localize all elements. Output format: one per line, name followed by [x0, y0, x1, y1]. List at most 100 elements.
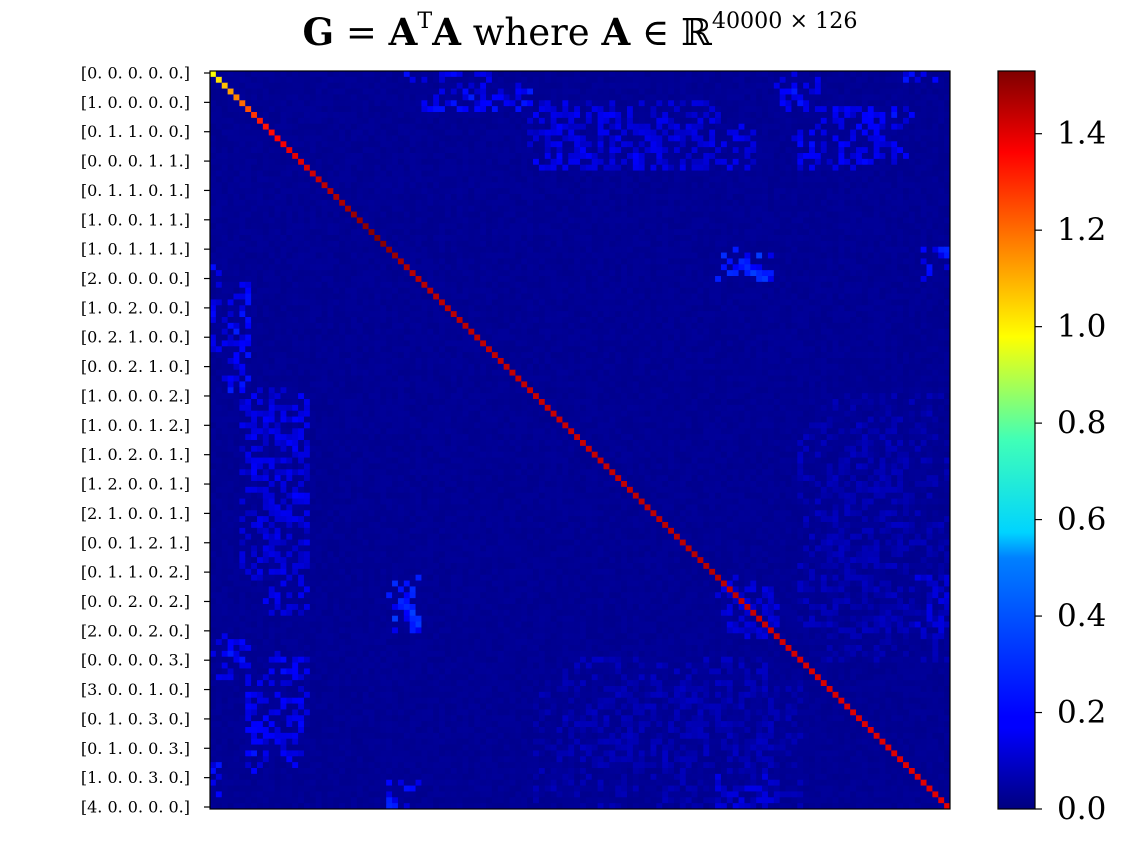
heatmap-cell — [462, 229, 469, 236]
heatmap-cell — [274, 217, 281, 224]
heatmap-cell — [738, 94, 745, 101]
heatmap-cell — [715, 199, 722, 207]
heatmap-cell — [362, 270, 370, 277]
heatmap-cell — [462, 164, 469, 172]
heatmap-cell — [650, 170, 657, 177]
heatmap-cell — [861, 164, 869, 172]
heatmap-cell — [562, 164, 569, 172]
heatmap-cell — [803, 211, 810, 218]
heatmap-cell — [239, 287, 246, 295]
heatmap-cell — [685, 229, 693, 236]
heatmap-cell — [844, 76, 851, 84]
heatmap-cell — [920, 229, 927, 236]
heatmap-cell — [233, 82, 240, 90]
heatmap-cell — [832, 158, 839, 166]
heatmap-cell — [415, 264, 422, 271]
heatmap-cell — [538, 264, 546, 271]
heatmap-cell — [803, 176, 810, 183]
heatmap-cell — [562, 205, 569, 213]
heatmap-cell — [450, 199, 458, 207]
heatmap-cell — [210, 276, 217, 283]
heatmap-cell — [897, 240, 904, 248]
heatmap-cell — [568, 211, 575, 218]
heatmap-cell — [679, 135, 687, 142]
heatmap-cell — [844, 82, 851, 90]
heatmap-cell — [720, 188, 728, 195]
heatmap-cell — [703, 246, 710, 254]
heatmap-cell — [292, 112, 299, 119]
heatmap-cell — [662, 76, 669, 84]
heatmap-cell — [867, 211, 875, 218]
heatmap-cell — [221, 287, 229, 295]
heatmap-cell — [262, 153, 270, 160]
heatmap-cell — [486, 299, 493, 306]
heatmap-cell — [803, 182, 810, 189]
heatmap-cell — [280, 199, 287, 207]
heatmap-cell — [327, 194, 334, 201]
heatmap-cell — [703, 100, 710, 107]
heatmap-cell — [809, 88, 816, 95]
heatmap-cell — [239, 194, 246, 201]
heatmap-cell — [650, 129, 657, 136]
heatmap-cell — [703, 82, 710, 90]
heatmap-cell — [409, 211, 417, 218]
heatmap-cell — [944, 158, 951, 166]
heatmap-cell — [356, 299, 364, 306]
heatmap-cell — [580, 240, 587, 248]
heatmap-cell — [556, 170, 563, 177]
heatmap-cell — [697, 258, 704, 265]
heatmap-cell — [380, 141, 387, 148]
heatmap-cell — [562, 199, 569, 207]
heatmap-cell — [938, 293, 945, 300]
heatmap-cell — [785, 106, 792, 113]
heatmap-cell — [268, 129, 276, 136]
heatmap-cell — [803, 264, 810, 271]
heatmap-cell — [797, 287, 804, 295]
heatmap-cell — [867, 223, 875, 230]
heatmap-cell — [632, 82, 640, 90]
heatmap-cell — [315, 217, 323, 224]
heatmap-cell — [580, 194, 587, 201]
heatmap-cell — [327, 141, 334, 148]
heatmap-cell — [844, 246, 851, 254]
heatmap-cell — [474, 117, 481, 125]
heatmap-cell — [850, 229, 857, 236]
heatmap-cell — [292, 170, 299, 177]
heatmap-cell — [386, 182, 393, 189]
heatmap-cell — [239, 217, 246, 224]
heatmap-cell — [409, 158, 417, 166]
heatmap-cell — [773, 223, 781, 230]
heatmap-cell — [350, 188, 358, 195]
heatmap-cell — [814, 100, 822, 107]
heatmap-cell — [292, 229, 299, 236]
heatmap-cell — [773, 94, 781, 101]
heatmap-cell — [709, 188, 716, 195]
heatmap-cell — [327, 211, 334, 218]
heatmap-cell — [298, 117, 305, 125]
heatmap-cell — [879, 76, 886, 84]
heatmap-cell — [650, 223, 657, 230]
heatmap-cell — [374, 88, 381, 95]
heatmap-cell — [850, 76, 857, 84]
heatmap-cell — [715, 293, 722, 300]
heatmap-cell — [403, 194, 411, 201]
heatmap-cell — [374, 188, 381, 195]
heatmap-cell — [885, 94, 892, 101]
heatmap-cell — [709, 141, 716, 148]
heatmap-cell — [621, 194, 628, 201]
heatmap-cell — [597, 205, 604, 213]
heatmap-cell — [726, 100, 734, 107]
heatmap-cell — [468, 106, 475, 113]
heatmap-cell — [632, 252, 640, 259]
heatmap-cell — [638, 276, 646, 283]
heatmap-cell — [345, 141, 352, 148]
heatmap-cell — [920, 188, 927, 195]
heatmap-cell — [785, 270, 792, 277]
heatmap-cell — [885, 123, 892, 131]
heatmap-cell — [715, 112, 722, 119]
heatmap-cell — [292, 82, 299, 90]
heatmap-cell — [333, 71, 340, 78]
heatmap-cell — [903, 135, 910, 142]
heatmap-cell — [668, 71, 675, 78]
heatmap-cell — [779, 182, 787, 189]
